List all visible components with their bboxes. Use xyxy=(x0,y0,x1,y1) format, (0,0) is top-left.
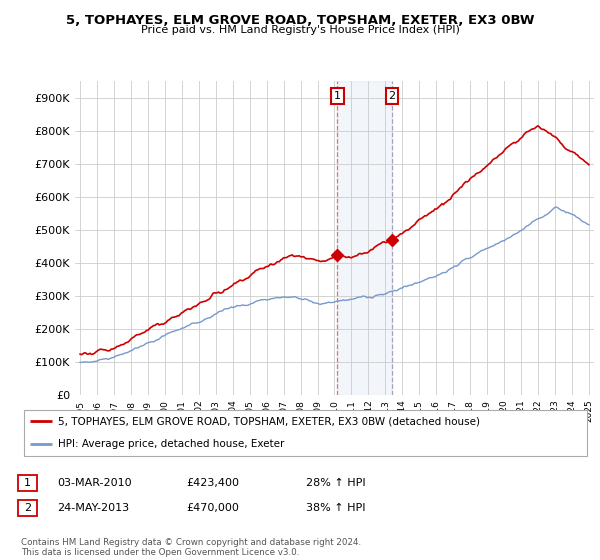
Text: £470,000: £470,000 xyxy=(186,503,239,513)
Text: 2: 2 xyxy=(24,503,31,513)
Bar xyxy=(337,81,392,395)
Text: 38% ↑ HPI: 38% ↑ HPI xyxy=(306,503,365,513)
Text: 5, TOPHAYES, ELM GROVE ROAD, TOPSHAM, EXETER, EX3 0BW (detached house): 5, TOPHAYES, ELM GROVE ROAD, TOPSHAM, EX… xyxy=(58,416,480,426)
Text: Price paid vs. HM Land Registry's House Price Index (HPI): Price paid vs. HM Land Registry's House … xyxy=(140,25,460,35)
Text: 5, TOPHAYES, ELM GROVE ROAD, TOPSHAM, EXETER, EX3 0BW: 5, TOPHAYES, ELM GROVE ROAD, TOPSHAM, EX… xyxy=(66,14,534,27)
Text: Contains HM Land Registry data © Crown copyright and database right 2024.
This d: Contains HM Land Registry data © Crown c… xyxy=(21,538,361,557)
Text: 1: 1 xyxy=(24,478,31,488)
Text: HPI: Average price, detached house, Exeter: HPI: Average price, detached house, Exet… xyxy=(58,440,284,450)
Text: 28% ↑ HPI: 28% ↑ HPI xyxy=(306,478,365,488)
FancyBboxPatch shape xyxy=(24,410,587,456)
Text: £423,400: £423,400 xyxy=(186,478,239,488)
Text: 24-MAY-2013: 24-MAY-2013 xyxy=(57,503,129,513)
Text: 1: 1 xyxy=(334,91,341,101)
Text: 2: 2 xyxy=(388,91,395,101)
Text: 03-MAR-2010: 03-MAR-2010 xyxy=(57,478,131,488)
